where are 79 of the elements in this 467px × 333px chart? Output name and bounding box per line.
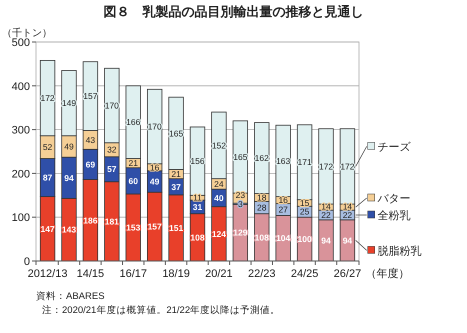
data-label: 14 [342,201,352,212]
data-label: 27 [278,204,288,215]
data-label: 23 [236,190,246,200]
y-tick-label: 100 [12,212,30,224]
data-label: 157 [83,91,98,102]
x-tick-label: 16/17 [119,268,148,280]
data-label: 16 [150,162,160,172]
data-label: 40 [214,192,224,203]
data-label: 24 [214,178,224,189]
data-label: 32 [107,144,117,155]
data-label: 57 [107,164,117,174]
data-label: 28 [257,202,267,213]
data-label: 181 [104,216,120,226]
data-label: 147 [40,224,55,234]
data-label: 94 [64,172,74,183]
data-label: 49 [64,141,74,152]
y-tick-label: 0 [24,256,30,268]
y-tick-label: 500 [12,37,30,49]
data-label: 165 [233,152,248,162]
x-tick-label: 24/25 [290,268,318,280]
data-label: 69 [86,159,96,170]
data-label: 171 [298,157,312,168]
data-label: 170 [104,100,120,111]
x-tick-label: 20/21 [205,268,233,280]
data-label: 94 [321,235,332,246]
data-label: 22 [342,210,352,220]
data-label: 15 [300,198,310,208]
x-tick-label: 2012/13 [28,268,68,280]
data-label: 21 [171,169,182,180]
legend-label: バター [376,193,411,206]
data-label: 60 [128,176,138,186]
y-tick-label: 200 [12,168,30,180]
legend-label: 脱脂粉乳 [378,244,422,258]
data-label: 172 [40,93,55,104]
chart-title: 図８ 乳製品の品目別輸出量の推移と見通し [104,4,364,19]
data-label: 100 [298,234,312,244]
data-label: 14 [321,201,332,212]
data-label: 157 [148,222,162,232]
data-label: 52 [42,142,53,152]
data-label: 87 [42,172,53,183]
data-label: 156 [190,156,205,166]
y-tick-label: 300 [12,124,30,137]
data-label: 170 [148,122,162,132]
data-label: 25 [300,206,310,217]
x-axis-title: （年度） [365,267,410,280]
x-tick-label: 18/19 [162,268,190,280]
data-label: 165 [168,128,184,138]
data-label: 94 [342,235,352,246]
text: 注：2020/21年度は概算値。21/22年度以降は予測値。 [42,304,280,316]
data-label: 21 [128,158,138,168]
data-label: 151 [168,222,184,233]
data-label: 162 [254,153,270,164]
data-label: 124 [212,228,226,239]
y-axis-title: （千トン） [2,27,52,39]
data-label: 163 [276,156,291,166]
data-label: 152 [212,140,226,150]
data-label: 22 [321,210,332,220]
legend-label: 全粉乳 [378,209,411,222]
data-label: 143 [62,224,76,235]
data-label: 31 [192,202,202,212]
data-label: 37 [171,182,182,192]
data-label: 186 [83,215,98,226]
data-label: 18 [257,192,267,202]
data-label: 108 [190,232,205,242]
data-label: 166 [126,117,141,128]
x-tick-label: 14/15 [76,268,104,280]
data-label: 172 [340,161,355,172]
x-tick-label: 22/23 [248,268,276,280]
data-label: 49 [150,176,160,187]
text: 資料：ABARES [36,290,105,302]
y-tick-label: 400 [12,80,30,93]
legend-label: チーズ [378,141,412,154]
x-tick-label: 26/27 [334,268,362,280]
data-label: 43 [86,134,96,145]
data-label: 16 [278,195,288,206]
data-label: 153 [126,222,141,232]
data-label: 108 [254,232,270,242]
data-label: 149 [62,98,76,108]
data-label: 172 [318,161,334,172]
